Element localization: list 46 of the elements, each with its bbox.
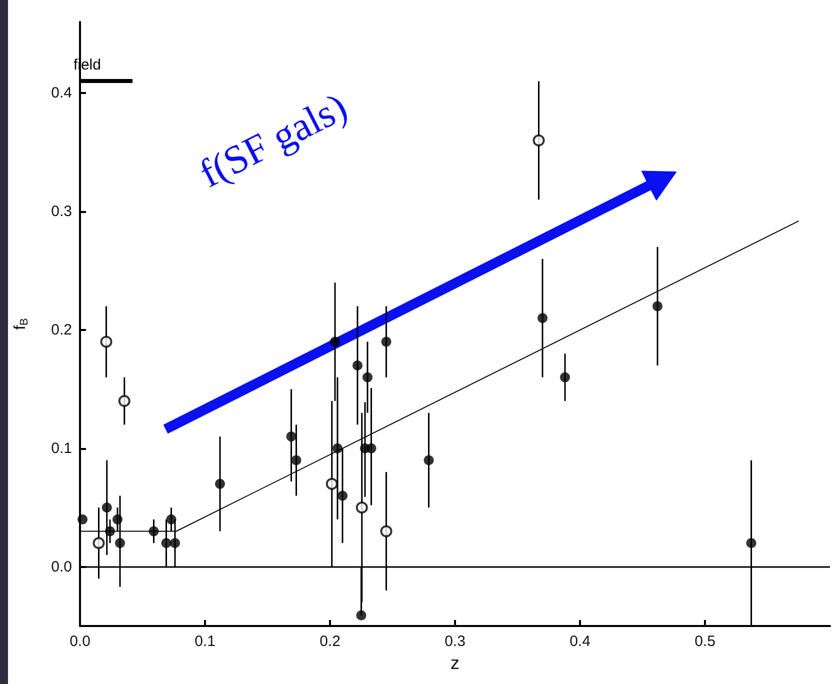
point [560,372,570,382]
point [532,134,545,146]
x-tick-label: 0.2 [320,633,340,650]
point [652,301,662,312]
point [92,537,105,550]
point [332,443,342,454]
point [112,514,122,524]
point [105,526,115,536]
point [78,514,88,524]
point [215,478,225,489]
point [170,538,180,548]
x-tick-label: 0.1 [194,633,216,650]
annotation: f(SF gals) [192,82,355,197]
y-tick-label: 0.2 [51,321,72,338]
point [424,455,434,466]
point [362,372,372,382]
y-tick-label: 0.0 [51,558,72,576]
point [380,525,392,538]
point [356,610,366,620]
point [356,502,368,514]
x-tick-label: 0.0 [70,633,90,650]
x-axis-title: z [450,653,460,673]
point [102,502,112,513]
point [538,313,548,324]
point [381,336,392,347]
point [291,455,302,466]
x-tick-label: 0.3 [444,633,466,650]
point [326,478,338,490]
y-tick-label: 0.4 [51,84,72,102]
point [746,538,756,548]
y-tick-label: 0.1 [51,440,72,457]
point [352,360,362,370]
point [330,336,340,347]
point [286,432,296,442]
point [366,443,376,454]
point [118,394,130,407]
point [100,336,112,348]
x-tick-label: 0.5 [694,633,716,650]
point [161,538,172,548]
x-tick-label: 0.4 [570,633,590,650]
point [148,526,159,536]
y-axis-title: fB [12,318,30,330]
point [338,490,348,501]
y-tick-label: 0.3 [51,202,72,220]
point [166,514,176,524]
point [115,538,125,548]
